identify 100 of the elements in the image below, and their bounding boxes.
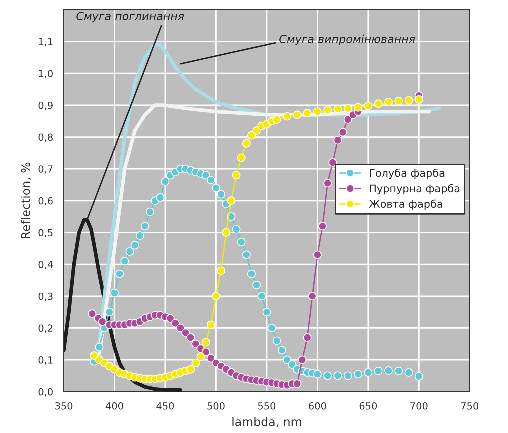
point [268,324,276,332]
point [217,266,226,276]
point [324,372,332,380]
y-tick-label: 0,6 [38,197,53,206]
point [161,178,170,186]
point [206,354,216,363]
point [227,196,236,206]
point [252,126,262,136]
point [171,319,180,328]
point [283,112,292,121]
point [237,154,246,162]
legend-label: Пурпурна фарба [370,184,460,195]
point [318,222,328,231]
annotation: Смуга поглинання [76,12,184,23]
point [182,328,190,338]
y-tick-label: 0,9 [38,102,53,110]
point [384,366,393,376]
point [338,128,348,137]
point [186,365,196,374]
point [222,228,231,237]
point [110,288,119,298]
point [95,343,104,352]
point [308,292,317,301]
x-tick-label: 450 [156,402,174,410]
point [252,281,262,290]
point [176,324,185,332]
point [394,97,404,106]
point [186,334,196,342]
point [262,308,272,317]
point [88,310,97,318]
y-tick-label: 0,3 [38,292,53,302]
point [293,110,302,120]
point [212,292,220,301]
point [130,241,140,250]
point [192,340,200,348]
point [146,208,154,216]
x-axis-title: lambda, nm [232,417,302,428]
point [136,232,144,240]
y-tick-label: 0,5 [38,229,53,238]
point [324,179,332,188]
point [237,238,246,247]
x-tick-label: 650 [360,402,378,410]
point [334,372,342,380]
point [98,318,107,326]
point [313,250,322,260]
point [404,368,414,378]
point [334,136,342,145]
x-tick-label: 500 [208,402,225,410]
point [384,98,393,106]
point [247,131,256,140]
point [217,190,226,199]
point [354,103,363,112]
point [288,360,297,370]
x-tick-label: 750 [461,402,479,410]
x-tick-label: 350 [55,402,73,410]
point [313,108,322,116]
point [364,368,373,378]
point [303,334,312,342]
point [272,116,282,124]
point [105,308,114,317]
point [232,225,241,234]
point [196,352,206,362]
legend-label: Жовта фарба [369,200,442,210]
y-tick-label: 1,1 [39,38,53,47]
point [344,104,352,113]
point [374,100,383,108]
point [344,116,352,124]
point [334,105,342,114]
x-tick-label: 550 [258,402,276,410]
point [247,270,256,278]
point [166,314,175,323]
point [202,171,210,180]
point [298,356,307,364]
y-tick-label: 1,0 [39,70,53,78]
point [283,356,292,364]
point [328,158,338,167]
point [242,139,251,148]
y-tick-label: 0,8 [38,134,53,142]
point [293,380,302,388]
point [212,184,220,192]
point [364,102,373,110]
point [206,176,216,184]
y-tick-label: 0,4 [38,261,54,270]
point [258,292,266,301]
y-tick-label: 0,2 [38,324,53,334]
legend-label: Голуба фарба [370,168,445,180]
x-tick-label: 700 [410,402,428,410]
point [120,257,130,266]
point [272,336,282,346]
x-tick-label: 400 [106,402,124,410]
point [232,171,241,180]
point [303,109,312,118]
point [394,366,404,376]
point [278,346,286,355]
point [202,338,210,347]
point [344,372,352,380]
point [206,320,216,330]
point [354,370,363,379]
point [324,106,332,114]
x-tick-label: 600 [309,402,326,410]
